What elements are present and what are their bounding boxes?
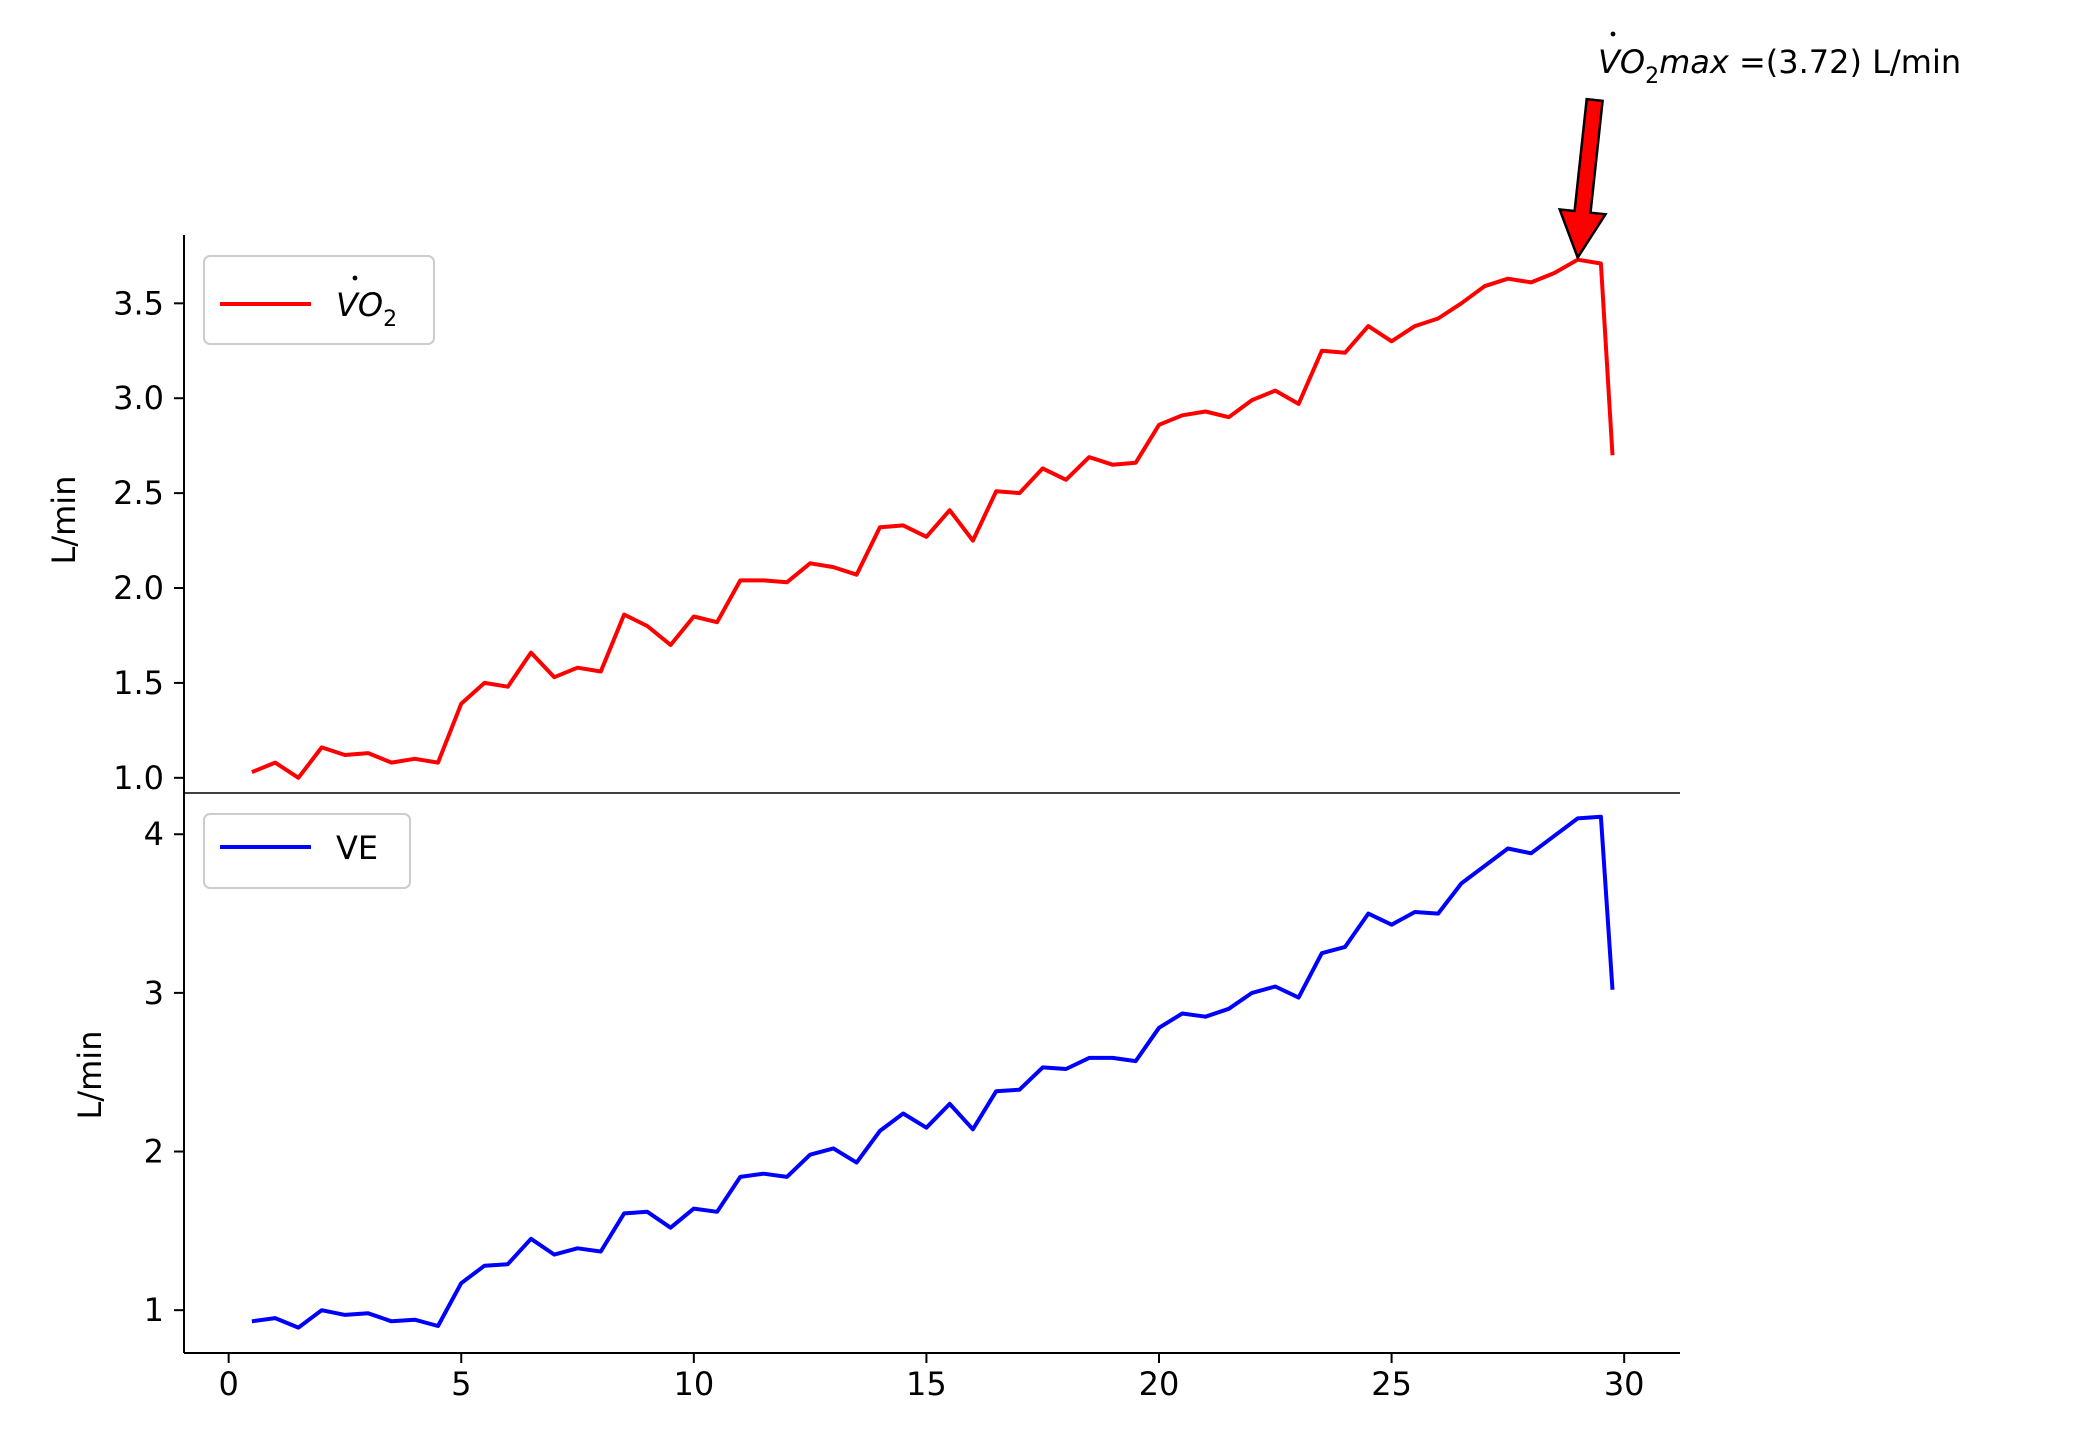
vo2-y-tick-label: 2.0 xyxy=(113,569,164,607)
ve-legend-frame xyxy=(203,813,411,889)
vo2-legend-frame xyxy=(203,255,435,345)
ve-y-tick-label: 3 xyxy=(144,974,164,1012)
vo2max-label-prefix: VO xyxy=(1598,43,1645,81)
vo2max-label-subscript: 2 xyxy=(1645,64,1659,89)
vo2-panel: 1.01.52.02.53.03.5 L/min VO2 VO2max =(3.… xyxy=(45,31,1961,797)
ve-legend: VE xyxy=(203,813,411,889)
vo2-plot-area xyxy=(251,257,1615,780)
x-tick-label: 30 xyxy=(1604,1365,1645,1403)
x-tick-label: 0 xyxy=(218,1365,238,1403)
vo2max-label-dot-accent xyxy=(1610,31,1616,37)
vo2-legend-dot-accent xyxy=(352,275,358,281)
ve-plot-area xyxy=(251,814,1615,1330)
ve-panel: 1 2 3 4 0 5 10 15 20 25 30 L/min VE xyxy=(71,793,1680,1403)
ve-series-line xyxy=(251,814,1615,1330)
vo2-legend-label-main: VO xyxy=(336,286,383,324)
vo2-legend-label-subscript: 2 xyxy=(383,307,397,332)
vo2max-label-value: =(3.72) L/min xyxy=(1729,43,1961,81)
vo2-legend-label: VO2 xyxy=(336,286,397,332)
vo2-y-tick-label: 3.5 xyxy=(113,284,164,322)
vo2-legend: VO2 xyxy=(203,255,435,345)
x-tick-label: 20 xyxy=(1139,1365,1180,1403)
x-axis-ticks: 0 5 10 15 20 25 30 xyxy=(218,1353,1645,1403)
ve-y-tick-label: 4 xyxy=(144,815,164,853)
vo2-y-tick-label: 3.0 xyxy=(113,379,164,417)
vo2max-label-suffix: max xyxy=(1659,43,1730,81)
vo2-y-tick-label: 1.5 xyxy=(113,664,164,702)
x-tick-label: 10 xyxy=(673,1365,714,1403)
x-tick-label: 25 xyxy=(1371,1365,1412,1403)
vo2max-arrow xyxy=(1557,97,1608,261)
ve-y-axis-label: L/min xyxy=(71,1031,109,1120)
vo2-y-axis-ticks: 1.0 1.5 2.0 2.5 3.0 3.5 xyxy=(113,284,184,797)
vo2max-label: VO2max =(3.72) L/min xyxy=(1598,43,1961,89)
x-tick-label: 5 xyxy=(451,1365,471,1403)
ve-y-axis-ticks: 1 2 3 4 xyxy=(144,815,184,1329)
x-tick-label: 15 xyxy=(906,1365,947,1403)
vo2-series-line xyxy=(251,257,1615,780)
ve-legend-label: VE xyxy=(336,829,378,867)
ve-y-tick-label: 2 xyxy=(144,1133,164,1171)
vo2max-annotation: VO2max =(3.72) L/min xyxy=(1557,31,1961,261)
ve-y-tick-label: 1 xyxy=(144,1291,164,1329)
vo2-y-tick-label: 1.0 xyxy=(113,759,164,797)
vo2-y-tick-label: 2.5 xyxy=(113,474,164,512)
vo2-y-axis-label: L/min xyxy=(45,476,83,565)
